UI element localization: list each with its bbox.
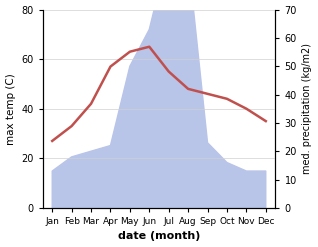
X-axis label: date (month): date (month) [118, 231, 200, 242]
Y-axis label: max temp (C): max temp (C) [5, 73, 16, 144]
Y-axis label: med. precipitation (kg/m2): med. precipitation (kg/m2) [302, 43, 313, 174]
